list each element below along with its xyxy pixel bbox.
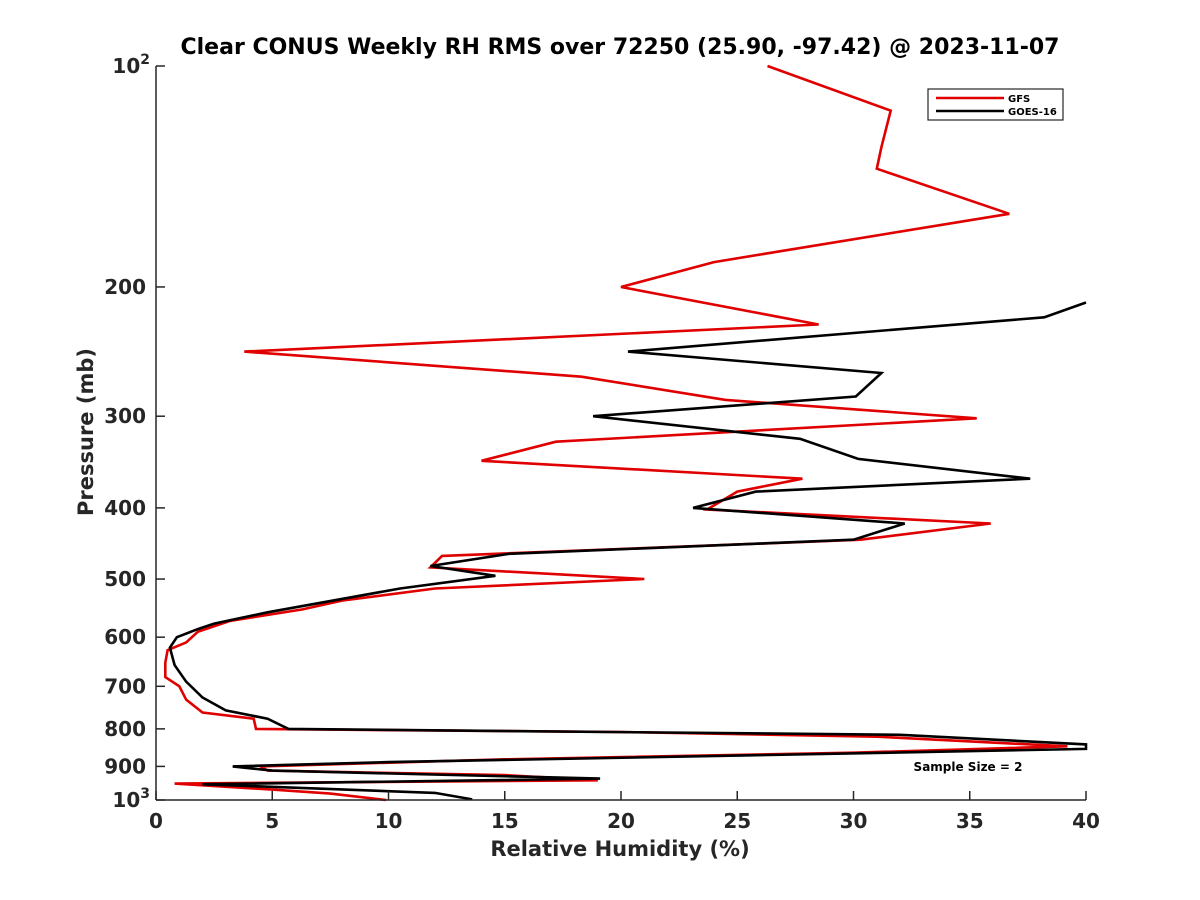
y-tick-label: 500 <box>104 567 146 591</box>
legend: GFS GOES-16 <box>927 88 1064 121</box>
x-tick-label: 40 <box>1072 809 1100 833</box>
y-axis-label: Pressure (mb) <box>74 348 98 516</box>
x-tick-label: 20 <box>607 809 635 833</box>
y-tick-label: 300 <box>104 404 146 428</box>
y-tick-label: 103 <box>112 786 150 812</box>
sample-size-annotation: Sample Size = 2 <box>914 760 1023 774</box>
plot-lines <box>164 64 1088 802</box>
legend-box <box>927 88 1064 121</box>
x-tick-label: 0 <box>149 809 163 833</box>
x-tick-label: 10 <box>375 809 403 833</box>
x-tick-label: 25 <box>723 809 751 833</box>
chart-title: Clear CONUS Weekly RH RMS over 72250 (25… <box>181 35 1060 60</box>
x-tick-label: 5 <box>265 809 279 833</box>
x-tick-label: 35 <box>956 809 984 833</box>
x-axis-label: Relative Humidity (%) <box>490 837 749 861</box>
x-axis: 0 5 10 15 20 25 30 35 40 <box>149 791 1100 833</box>
legend-label: GOES-16 <box>1008 107 1057 118</box>
legend-label: GFS <box>1008 94 1030 105</box>
x-tick-label: 15 <box>491 809 519 833</box>
y-tick-label: 700 <box>104 674 146 698</box>
y-tick-label: 400 <box>104 496 146 520</box>
y-tick-label: 800 <box>104 717 146 741</box>
x-tick-label: 30 <box>840 809 868 833</box>
y-tick-label: 900 <box>104 754 146 778</box>
y-tick-label: 600 <box>104 625 146 649</box>
y-tick-label: 102 <box>112 52 150 78</box>
y-axis: 102 200 300 400 500 600 700 800 900 103 <box>104 52 165 812</box>
y-tick-label: 200 <box>104 275 146 299</box>
series-line-goes16 <box>168 301 1088 801</box>
